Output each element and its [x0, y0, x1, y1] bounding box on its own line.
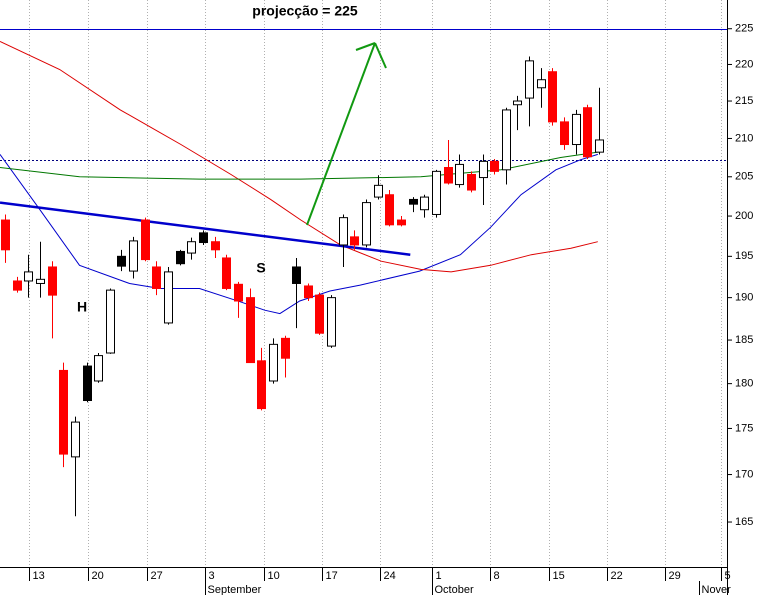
y-tick-label: 165	[735, 516, 753, 528]
candle-body	[199, 232, 208, 244]
candle-body	[339, 217, 348, 246]
y-tick-label: 205	[735, 171, 753, 183]
y-tick-label: 170	[735, 468, 753, 480]
candle-body	[13, 280, 22, 291]
candle-body	[281, 337, 290, 359]
x-tick-label: 17	[326, 570, 338, 582]
y-tick-label: 195	[735, 250, 753, 262]
candle-body	[362, 202, 371, 246]
candle-body	[222, 257, 231, 289]
candle-body	[572, 113, 581, 146]
candle-body	[479, 160, 488, 179]
candle-body	[176, 250, 185, 265]
candle-body	[246, 297, 255, 364]
candle-body	[467, 173, 476, 191]
candle-body	[117, 255, 126, 267]
x-tick-label: 22	[611, 570, 623, 582]
candle-body	[152, 266, 161, 289]
moving-average	[0, 153, 598, 315]
y-tick-label: 200	[735, 210, 753, 222]
candle-body	[24, 271, 33, 282]
candle-body	[327, 297, 336, 347]
x-tick-label: 5	[725, 570, 731, 582]
arrow-head	[355, 42, 376, 51]
candle-body	[444, 167, 453, 184]
y-tick-label: 215	[735, 95, 753, 107]
candle-body	[187, 241, 196, 254]
candle-body	[59, 369, 68, 455]
candle-body	[94, 355, 103, 382]
candle-body	[502, 109, 511, 171]
candle-body	[304, 285, 313, 299]
month-label: October	[435, 584, 474, 595]
month-label: September	[208, 584, 262, 595]
candle-body	[292, 266, 301, 284]
candle-body	[211, 241, 220, 251]
x-tick-label: 27	[151, 570, 163, 582]
annotation: S	[256, 260, 265, 276]
candle-body	[257, 360, 266, 410]
candle-body	[269, 343, 278, 382]
candle-body	[595, 139, 604, 153]
candle-body	[385, 194, 394, 226]
candle-body	[1, 219, 10, 251]
y-tick-label: 185	[735, 334, 753, 346]
y-tick-label: 180	[735, 378, 753, 390]
candle-body	[141, 219, 150, 261]
candle-body	[397, 219, 406, 226]
candle-body	[106, 289, 115, 354]
candle-body	[548, 71, 557, 123]
y-tick-label: 210	[735, 132, 753, 144]
candle-body	[455, 163, 464, 186]
candle-body	[374, 184, 383, 198]
projection-arrow	[306, 42, 376, 226]
candle-body	[490, 160, 499, 172]
y-tick-label: 225	[735, 23, 753, 35]
y-tick-label: 190	[735, 292, 753, 304]
candle-body	[513, 100, 522, 106]
annotation: H	[77, 299, 87, 315]
candle-body	[36, 278, 45, 284]
month-label: Nover	[702, 584, 732, 595]
candle-body	[71, 421, 80, 458]
candle-body	[583, 107, 592, 158]
candle-body	[129, 240, 138, 272]
candle-body	[409, 198, 418, 205]
annotation: projecção = 225	[252, 3, 358, 19]
y-tick-label: 220	[735, 58, 753, 70]
candle-body	[83, 365, 92, 402]
x-tick-label: 29	[669, 570, 681, 582]
x-tick-label: 15	[553, 570, 565, 582]
x-tick-label: 10	[268, 570, 280, 582]
candle-body	[350, 236, 359, 246]
candle-body	[537, 79, 546, 89]
arrow-head	[374, 42, 387, 69]
x-tick-label: 13	[33, 570, 45, 582]
candle-body	[560, 121, 569, 146]
candle-body	[315, 294, 324, 334]
data-layer	[0, 29, 727, 517]
candle-body	[164, 271, 173, 324]
trendline	[0, 201, 411, 256]
candle-body	[420, 196, 429, 211]
y-tick-label: 175	[735, 422, 753, 434]
x-tick-label: 8	[494, 570, 500, 582]
x-tick-label: 1	[436, 570, 442, 582]
candle-body	[48, 266, 57, 296]
moving-average	[0, 151, 598, 180]
x-tick-label: 20	[92, 570, 104, 582]
x-tick-label: 3	[209, 570, 215, 582]
x-tick-label: 24	[384, 570, 396, 582]
candle-body	[525, 60, 534, 99]
candle-body	[234, 283, 243, 302]
candle-body	[432, 170, 441, 215]
